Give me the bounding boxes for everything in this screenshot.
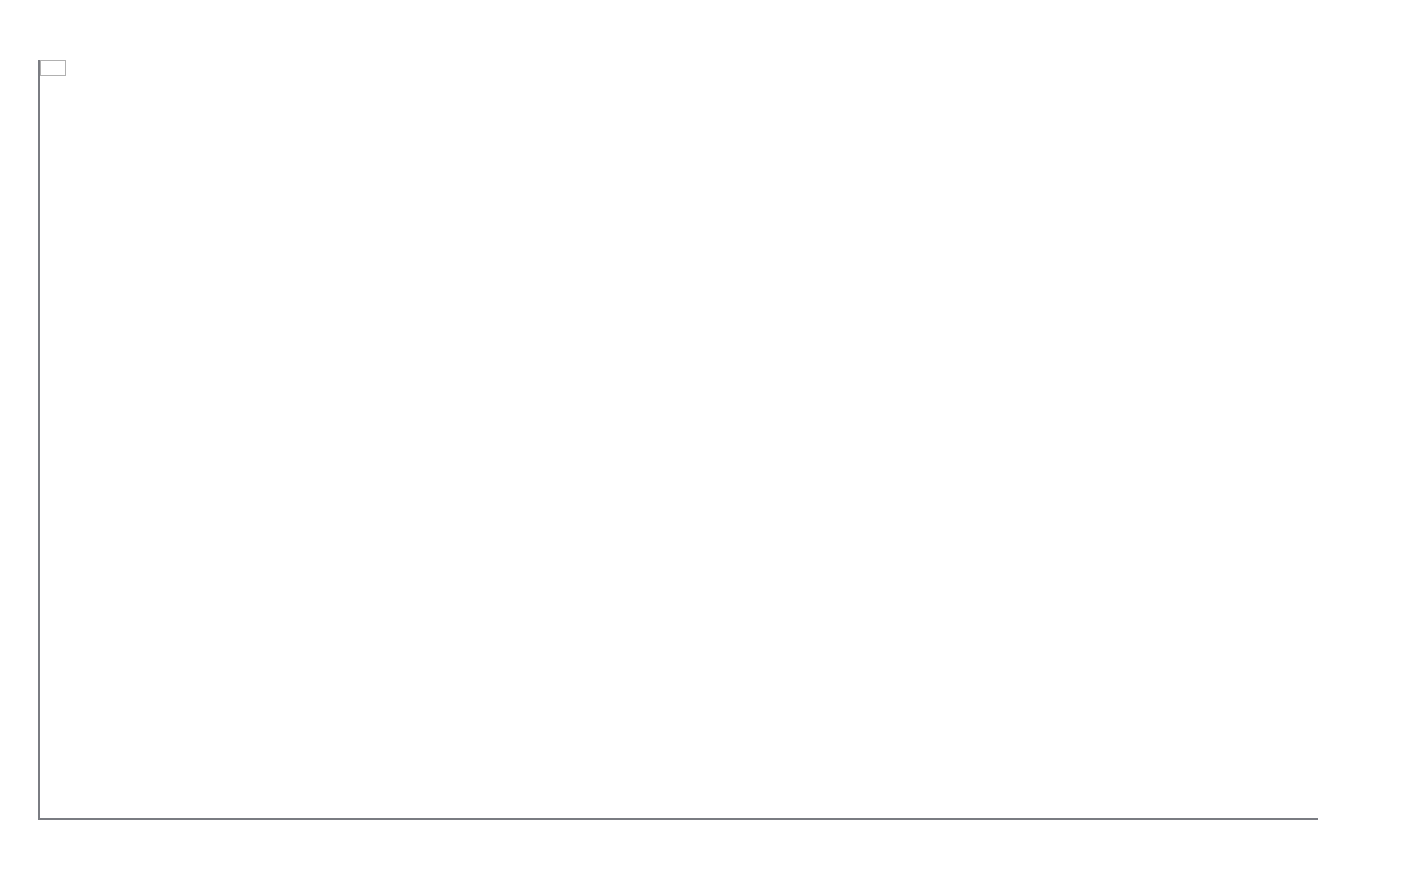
plot-wrapper: [38, 60, 1388, 820]
plot-area: [38, 60, 1318, 820]
stats-legend: [40, 60, 66, 76]
chart-svg: [40, 60, 1320, 820]
